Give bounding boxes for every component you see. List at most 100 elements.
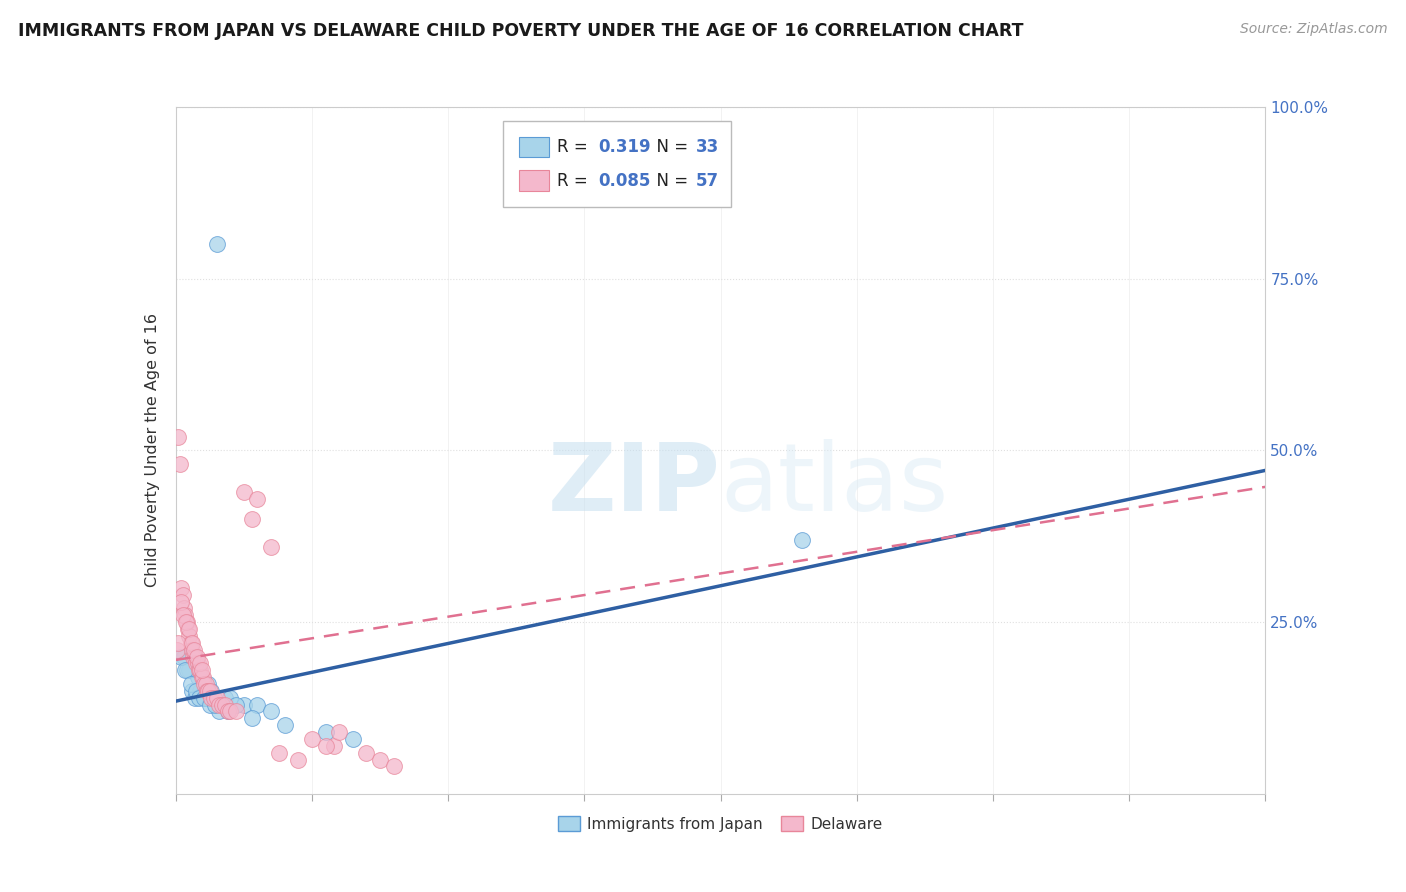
Point [180,636,202,650]
Point [188,663,211,677]
Point [232,484,254,499]
Point [260,540,283,554]
Point [240,512,263,526]
Point [269,746,291,760]
Text: ZIP: ZIP [548,439,721,531]
Text: 0.319: 0.319 [599,138,651,156]
Point [208,698,231,712]
Point [174,663,197,677]
Point [217,705,239,719]
Y-axis label: Child Poverty Under the Age of 16: Child Poverty Under the Age of 16 [145,313,160,588]
Point [193,677,215,691]
Point [328,725,350,739]
Point [179,629,201,643]
Point [195,683,218,698]
Point [225,705,247,719]
Point [184,690,207,705]
Point [170,649,193,664]
Point [176,663,198,677]
Point [205,237,228,252]
Point [173,649,195,664]
Point [173,601,195,615]
Point [214,698,236,712]
Point [169,594,191,608]
Point [202,690,225,705]
Point [187,690,209,705]
Point [174,615,197,630]
Point [174,608,197,623]
Text: 0.085: 0.085 [599,171,651,189]
Point [179,663,201,677]
Point [193,690,215,705]
Point [191,677,214,691]
Point [172,588,194,602]
Point [368,753,391,767]
Point [184,649,207,664]
Point [219,690,242,705]
Text: 57: 57 [696,171,718,189]
Point [181,642,204,657]
Point [260,705,283,719]
Point [167,430,190,444]
Point [322,739,344,753]
Point [200,683,222,698]
Point [167,636,190,650]
Point [204,698,226,712]
Point [176,615,198,630]
Point [217,705,239,719]
Point [356,746,378,760]
Text: R =: R = [557,138,593,156]
Point [225,698,247,712]
Text: N =: N = [647,138,693,156]
Text: 33: 33 [696,138,718,156]
Point [197,677,219,691]
Text: Source: ZipAtlas.com: Source: ZipAtlas.com [1240,22,1388,37]
Point [166,642,188,657]
Point [197,683,219,698]
Point [186,683,208,698]
Point [172,608,194,623]
Point [240,711,263,725]
Point [186,649,208,664]
Point [180,677,202,691]
Point [191,670,214,684]
Point [198,698,221,712]
Point [190,670,212,684]
Text: R =: R = [557,171,593,189]
Text: N =: N = [647,171,693,189]
Point [246,698,269,712]
FancyBboxPatch shape [519,170,550,191]
Point [232,698,254,712]
Point [183,642,205,657]
Legend: Immigrants from Japan, Delaware: Immigrants from Japan, Delaware [553,810,889,838]
Point [274,718,297,732]
Point [194,677,217,691]
Point [315,725,337,739]
Point [205,690,228,705]
Point [315,739,337,753]
Point [177,622,200,636]
Text: atlas: atlas [721,439,949,531]
Point [186,657,208,671]
FancyBboxPatch shape [519,136,550,157]
Point [180,636,202,650]
Point [186,657,209,671]
Point [208,705,231,719]
Point [198,683,221,698]
Point [183,649,205,664]
Point [186,670,209,684]
FancyBboxPatch shape [503,120,731,207]
Point [792,533,814,547]
Point [287,753,309,767]
Point [170,581,193,595]
Point [382,759,405,773]
Point [342,731,364,746]
Point [301,731,323,746]
Point [169,457,191,471]
Point [188,683,211,698]
Point [214,690,236,705]
Point [200,690,222,705]
Point [194,690,217,705]
Text: IMMIGRANTS FROM JAPAN VS DELAWARE CHILD POVERTY UNDER THE AGE OF 16 CORRELATION : IMMIGRANTS FROM JAPAN VS DELAWARE CHILD … [18,22,1024,40]
Point [219,705,242,719]
